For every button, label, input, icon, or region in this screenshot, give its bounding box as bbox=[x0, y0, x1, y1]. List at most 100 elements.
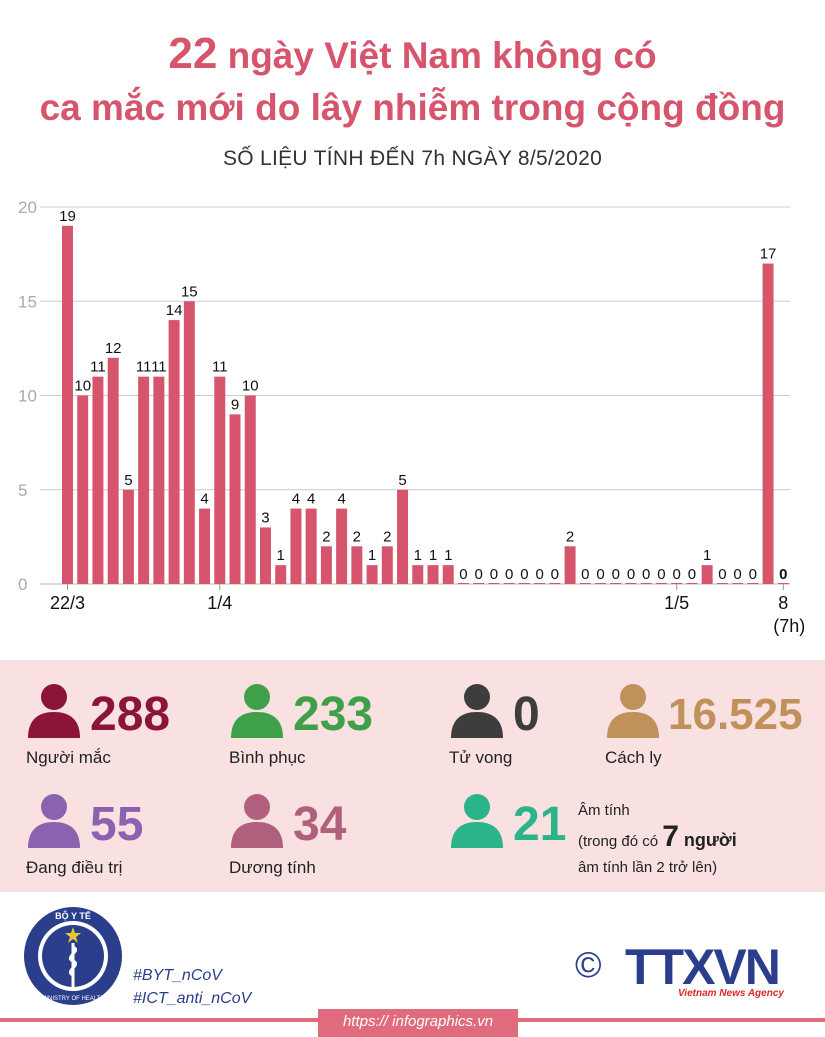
bar bbox=[671, 583, 683, 584]
bar bbox=[762, 263, 774, 584]
subtitle: SỐ LIỆU TÍNH ĐẾN 7h NGÀY 8/5/2020 bbox=[222, 147, 603, 170]
stat-value: 16.525 bbox=[668, 690, 803, 739]
bar-value-label: 4 bbox=[307, 491, 315, 508]
hashtag-ict[interactable]: #ICT_anti_nCoV bbox=[133, 990, 252, 1007]
bar bbox=[229, 414, 241, 584]
bar bbox=[442, 565, 454, 584]
bar-value-label: 11 bbox=[151, 359, 167, 376]
stat-label: Bình phục bbox=[229, 748, 306, 767]
bar bbox=[381, 546, 393, 584]
bar bbox=[122, 489, 134, 584]
bar bbox=[62, 225, 73, 584]
negative-note-line1: Âm tính bbox=[578, 802, 630, 819]
bar-value-label: 0 bbox=[642, 566, 650, 583]
bar bbox=[305, 508, 317, 584]
bar-value-label: 0 bbox=[535, 566, 543, 583]
bar-value-label: 11 bbox=[136, 359, 152, 376]
bar bbox=[153, 376, 165, 584]
person-icon bbox=[451, 794, 503, 848]
bar-value-label: 15 bbox=[181, 283, 198, 300]
bar bbox=[107, 357, 119, 584]
bar bbox=[595, 583, 607, 584]
bar-value-label: 9 bbox=[231, 396, 239, 413]
bar bbox=[686, 583, 698, 584]
x-tick-label: 1/4 bbox=[207, 593, 232, 613]
bar bbox=[336, 508, 348, 584]
x-tick-label: 22/3 bbox=[50, 593, 85, 613]
footer-line-left bbox=[0, 1018, 318, 1022]
vna-text: Vietnam News Agency bbox=[678, 988, 784, 999]
bar-value-label: 12 bbox=[105, 340, 122, 357]
y-tick-label: 15 bbox=[18, 292, 37, 311]
bar bbox=[199, 508, 211, 584]
bar bbox=[747, 583, 759, 584]
bar bbox=[457, 583, 469, 584]
y-tick-label: 0 bbox=[18, 575, 27, 594]
bar bbox=[549, 583, 561, 584]
bar bbox=[77, 395, 89, 584]
bar-value-label: 0 bbox=[459, 566, 467, 583]
bar bbox=[503, 583, 515, 584]
bar-value-label: 2 bbox=[353, 528, 361, 545]
bar-value-label: 0 bbox=[688, 566, 696, 583]
bar-value-label: 0 bbox=[627, 566, 635, 583]
bar-value-label: 0 bbox=[581, 566, 589, 583]
title-line-1: 22 ngày Việt Nam không có bbox=[0, 28, 825, 82]
negative-note-line3: âm tính lần 2 trở lên) bbox=[578, 859, 718, 876]
person-icon bbox=[28, 684, 80, 738]
bar-value-label: 0 bbox=[673, 566, 681, 583]
bar bbox=[579, 583, 591, 584]
bar-value-label: 14 bbox=[166, 302, 183, 319]
bar-value-label: 1 bbox=[429, 547, 437, 564]
bar-value-label: 0 bbox=[612, 566, 620, 583]
ministry-of-health-logo: BỘ Y TẾ MINISTRY OF HEALTH bbox=[24, 907, 122, 1005]
hashtag-byt[interactable]: #BYT_nCoV bbox=[133, 967, 222, 984]
person-icon bbox=[28, 794, 80, 848]
bar-value-label: 11 bbox=[212, 359, 228, 376]
bar bbox=[610, 583, 622, 584]
stat-value: 34 bbox=[293, 798, 347, 851]
website-link[interactable]: https:// infographics.vn bbox=[318, 1009, 518, 1037]
bar bbox=[183, 301, 195, 584]
stat-value: 288 bbox=[90, 688, 171, 741]
bar-value-label: 4 bbox=[200, 491, 208, 508]
y-tick-label: 20 bbox=[18, 198, 37, 217]
stat-value: 21 bbox=[513, 798, 567, 851]
bar-value-label: 17 bbox=[760, 246, 777, 263]
bar-value-label: 0 bbox=[490, 566, 498, 583]
bar bbox=[320, 546, 332, 584]
bar bbox=[397, 489, 409, 584]
bar bbox=[275, 565, 287, 584]
bar-value-label: 0 bbox=[749, 566, 757, 583]
bar-value-label: 0 bbox=[551, 566, 559, 583]
bar bbox=[473, 583, 485, 584]
bar-value-label: 2 bbox=[383, 528, 391, 545]
bar bbox=[366, 565, 378, 584]
title-number: 22 bbox=[168, 29, 218, 78]
negative-note-prefix: (trong đó có bbox=[578, 833, 663, 850]
bar-value-label: 0 bbox=[733, 566, 741, 583]
bar bbox=[214, 376, 226, 584]
person-icon bbox=[451, 684, 503, 738]
bar bbox=[412, 565, 424, 584]
bar-value-label: 1 bbox=[703, 547, 711, 564]
stat-label: Dương tính bbox=[229, 858, 316, 877]
bar-value-label: 1 bbox=[414, 547, 422, 564]
bar bbox=[351, 546, 363, 584]
y-tick-label: 5 bbox=[18, 481, 27, 500]
bar-value-label: 5 bbox=[124, 472, 132, 489]
bar-value-label: 4 bbox=[337, 491, 345, 508]
bar bbox=[640, 583, 652, 584]
ttxvn-logo: TTXVN bbox=[625, 939, 781, 995]
bar bbox=[625, 583, 637, 584]
stat-value: 233 bbox=[293, 688, 374, 741]
stat-label: Cách ly bbox=[605, 748, 662, 767]
bar-value-label: 11 bbox=[90, 359, 106, 376]
negative-note-nguoi: người bbox=[678, 830, 737, 850]
title-line-1-text: ngày Việt Nam không có bbox=[217, 35, 657, 76]
bar-value-label: 1 bbox=[444, 547, 452, 564]
negative-note: Âm tính (trong đó có 7 người âm tính lần… bbox=[578, 800, 737, 879]
bar-value-label: 0 bbox=[718, 566, 726, 583]
stat-value: 55 bbox=[90, 798, 144, 851]
